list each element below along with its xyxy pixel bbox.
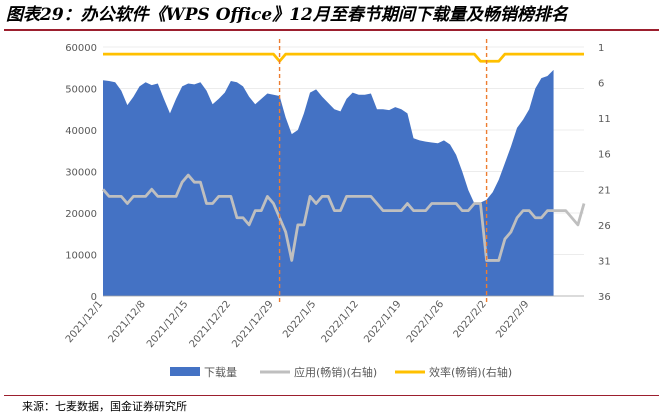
x-tick-label: 2021/12/1 [64,299,105,345]
efficiency-rank-line [103,52,584,63]
y-right-tick-label: 26 [598,221,611,232]
legend-app-rank-label: 应用(畅销)(右轴) [294,365,377,379]
holiday-markers [278,39,488,304]
y-right-tick-label: 31 [598,256,611,267]
y-left-tick-label: 10000 [65,251,97,262]
x-tick-label: 2021/12/29 [230,299,275,350]
x-tick-label: 2022/1/26 [405,299,446,345]
figure-title: 图表29：办公软件《WPS Office》12月至春节期间下载量及畅销榜排名 [6,5,568,25]
x-tick-label: 2021/12/8 [107,299,148,345]
legend-download-swatch [170,367,200,376]
download-area-series [103,69,554,296]
y-left-tick-label: 40000 [65,126,97,137]
x-tick-label: 2022/1/12 [320,299,361,345]
y-right-tick-label: 6 [598,79,604,90]
x-tick-label: 2022/1/5 [281,299,318,340]
y-left-tick-label: 30000 [65,168,97,179]
y-right-tick-label: 36 [598,292,611,303]
rank-line-series [101,52,586,262]
x-tick-label: 2021/12/15 [145,299,190,350]
app-rank-line [101,173,586,262]
y-left-tick-label: 60000 [65,43,97,54]
y-left-tick-label: 20000 [65,209,97,220]
y-right-tick-label: 11 [598,114,611,125]
legend-download-label: 下载量 [204,366,237,379]
y-right-tick-label: 21 [598,185,611,196]
x-tick-label: 2022/1/19 [362,299,403,345]
source-divider [4,395,659,396]
y-right-tick-label: 16 [598,150,611,161]
x-tick-label: 2022/2/2 [452,299,489,340]
x-tick-label: 2021/12/22 [188,299,233,350]
x-tick-label: 2022/2/9 [494,299,531,340]
y-left-tick-label: 0 [91,292,97,303]
title-divider [4,29,659,31]
legend-efficiency-rank-label: 效率(畅销)(右轴) [429,365,512,379]
y-right-tick-label: 1 [598,43,604,54]
legend: 下载量 应用(畅销)(右轴) 效率(畅销)(右轴) [170,365,512,379]
download-area [103,69,554,296]
source-note: 来源：七麦数据，国金证券研究所 [22,400,187,413]
y-left-tick-label: 50000 [65,85,97,96]
